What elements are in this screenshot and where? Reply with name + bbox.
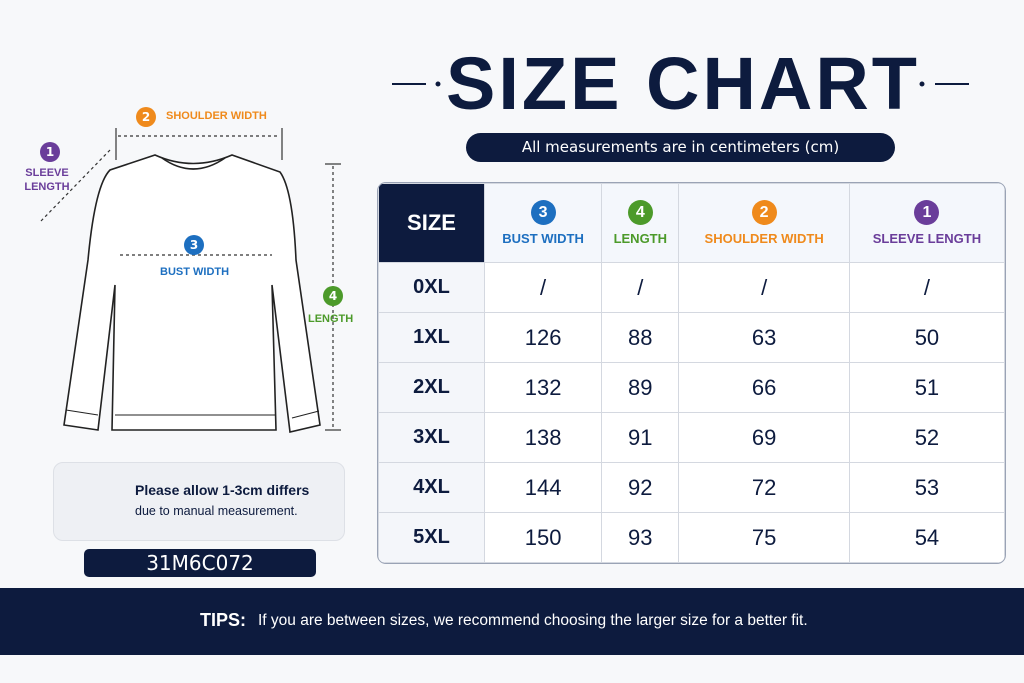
cell: 53	[848, 462, 1005, 513]
badge: 3	[184, 235, 204, 255]
header-cell: 1 SLEEVE LENGTH	[848, 183, 1005, 263]
cell: 89	[601, 362, 680, 413]
title: SIZE CHART	[446, 42, 920, 125]
cell: 72	[678, 462, 850, 513]
header-label: BUST WIDTH	[502, 231, 584, 246]
size-cell: 3XL	[378, 412, 485, 463]
diagram-label: SLEEVE LENGTH	[24, 167, 70, 193]
note-title: Please allow 1-3cm differs	[135, 482, 310, 498]
cell: /	[848, 262, 1005, 313]
header-cell: 4 LENGTH	[601, 183, 680, 263]
cell: 93	[601, 512, 680, 563]
cell: 132	[483, 362, 603, 413]
size-cell: 0XL	[378, 262, 485, 313]
diagram-label: BUST WIDTH	[160, 266, 230, 278]
product-code: 31M6C072	[84, 549, 316, 577]
size-cell: 1XL	[378, 312, 485, 363]
cell: 51	[848, 362, 1005, 413]
header-badge: 2	[751, 200, 777, 225]
tips-text: If you are between sizes, we recommend c…	[258, 612, 808, 629]
cell: 54	[848, 512, 1005, 563]
table-row: 3XL 138 91 69 52	[378, 412, 1005, 463]
table-row: 2XL 132 89 66 51	[378, 362, 1005, 413]
cell: 66	[678, 362, 850, 413]
note: Please allow 1-3cm differs due to manual…	[53, 462, 345, 541]
header-cell: 3 BUST WIDTH	[483, 183, 603, 263]
header-badge: 4	[627, 200, 653, 225]
table-row: 4XL 144 92 72 53	[378, 462, 1005, 513]
header-label: SHOULDER WIDTH	[704, 231, 824, 246]
tips-bar: TIPS: If you are between sizes, we recom…	[0, 588, 1024, 655]
size-cell: 5XL	[378, 512, 485, 563]
header-cell: SIZE	[378, 183, 485, 263]
tips-label: TIPS:	[200, 610, 247, 630]
subtitle: All measurements are in centimeters (cm)	[466, 133, 895, 162]
cell: 69	[678, 412, 850, 463]
table-row: 0XL / / / /	[378, 262, 1005, 313]
cell: 91	[601, 412, 680, 463]
badge: 2	[136, 107, 156, 127]
table-row: 1XL 126 88 63 50	[378, 312, 1005, 363]
diagram-label: SHOULDER WIDTH	[166, 110, 267, 122]
badge: 1	[40, 142, 60, 162]
size-table: SIZE 3 BUST WIDTH 4 LENGTH 2 SHOULDER WIDTH 1 SL…	[378, 183, 1005, 563]
cell: 138	[483, 412, 603, 463]
header-row: SIZE 3 BUST WIDTH 4 LENGTH 2 SHOULDER WIDTH 1 SL…	[378, 183, 1005, 263]
diagram-label: LENGTH	[308, 313, 354, 325]
cell: 88	[601, 312, 680, 363]
cell: /	[678, 262, 850, 313]
header-label: LENGTH	[613, 231, 668, 246]
header-badge: 1	[914, 200, 940, 225]
badge: 4	[323, 286, 343, 306]
header-label: SLEEVE LENGTH	[872, 231, 982, 246]
cell: 50	[848, 312, 1005, 363]
cell: 63	[678, 312, 850, 363]
cell: 92	[601, 462, 680, 513]
cell: 52	[848, 412, 1005, 463]
size-cell: 4XL	[378, 462, 485, 513]
cell: 126	[483, 312, 603, 363]
size-cell: 2XL	[378, 362, 485, 413]
note-text: due to manual measurement.	[135, 504, 298, 518]
header-cell: 2 SHOULDER WIDTH	[678, 183, 850, 263]
header-badge: 3	[530, 200, 556, 225]
cell: 144	[483, 462, 603, 513]
cell: 75	[678, 512, 850, 563]
cell: /	[601, 262, 680, 313]
cell: 150	[483, 512, 603, 563]
table-row: 5XL 150 93 75 54	[378, 512, 1005, 563]
cell: /	[483, 262, 603, 313]
